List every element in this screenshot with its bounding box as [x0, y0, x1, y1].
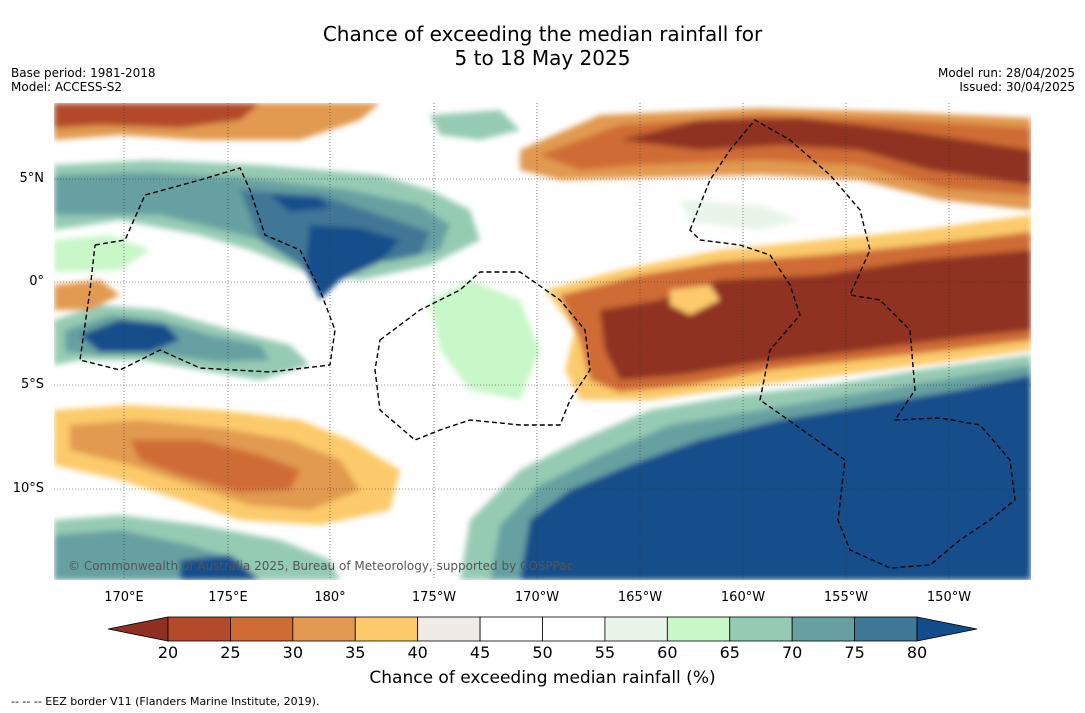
lon-label: 165°W [617, 590, 663, 605]
copyright: © Commonwealth of Australia 2025, Bureau… [68, 559, 574, 573]
colorbar-segment [354, 616, 419, 642]
lat-label: 0° [29, 274, 44, 289]
map-title-line1: Chance of exceeding the median rainfall … [322, 22, 763, 46]
meta-right: Model run: 28/04/2025 Issued: 30/04/2025 [938, 66, 1075, 94]
lon-label: 175°E [208, 590, 248, 605]
colorbar-tick-label: 35 [345, 643, 366, 662]
colorbar-under-arrow [107, 616, 169, 642]
colorbar-segment [854, 616, 918, 642]
lon-label: 170°W [514, 590, 560, 605]
lat-label: 5°N [19, 171, 45, 186]
lon-label: 160°W [720, 590, 766, 605]
colorbar-tick-label: 70 [781, 643, 803, 662]
colorbar-segment [791, 616, 855, 642]
lat-label: 5°S [20, 377, 44, 392]
colorbar-segment [417, 616, 481, 642]
lon-label: 170°E [104, 590, 144, 605]
colorbar-segment [230, 616, 294, 642]
colorbar-segment [479, 616, 543, 642]
lon-label: 155°W [823, 590, 869, 605]
colorbar-segment [292, 616, 356, 642]
colorbar-tick-label: 30 [282, 643, 303, 662]
lon-label: 175°W [411, 590, 457, 605]
lat-label: 10°S [12, 481, 44, 496]
colorbar-title: Chance of exceeding median rainfall (%) [369, 668, 716, 688]
lon-label: 180° [314, 590, 346, 605]
colorbar-segment [167, 616, 231, 642]
eez-footnote: -- -- -- EEZ border V11 (Flanders Marine… [11, 695, 320, 708]
colorbar-segment [542, 616, 606, 642]
colorbar-tick-label: 20 [157, 643, 179, 662]
colorbar-segment [604, 616, 668, 642]
colorbar-tick-label: 80 [906, 643, 928, 662]
colorbar-tick-label: 25 [220, 643, 241, 662]
colorbar-tick-label: 45 [469, 643, 491, 662]
colorbar-tick-label: 75 [844, 643, 865, 662]
colorbar-segment [729, 616, 793, 642]
meta-left: Base period: 1981-2018 Model: ACCESS-S2 [11, 66, 156, 94]
colorbar-over-arrow [916, 616, 978, 642]
lon-label: 150°W [926, 590, 972, 605]
colorbar-segment [666, 616, 731, 642]
map-field [54, 103, 1031, 580]
colorbar-tick-label: 60 [657, 643, 678, 662]
issued-date: Issued: 30/04/2025 [959, 80, 1075, 94]
colorbar [107, 616, 978, 642]
model-run: Model run: 28/04/2025 [937, 66, 1075, 80]
model-name: Model: ACCESS-S2 [11, 80, 123, 94]
eez-borders [79, 119, 1016, 569]
base-period: Base period: 1981-2018 [11, 66, 156, 80]
colorbar-tick-label: 55 [594, 643, 616, 662]
colorbar-tick-label: 40 [407, 643, 428, 662]
colorbar-tick-label: 65 [719, 643, 740, 662]
map-title-line2: 5 to 18 May 2025 [454, 46, 631, 70]
colorbar-tick-label: 50 [532, 643, 553, 662]
